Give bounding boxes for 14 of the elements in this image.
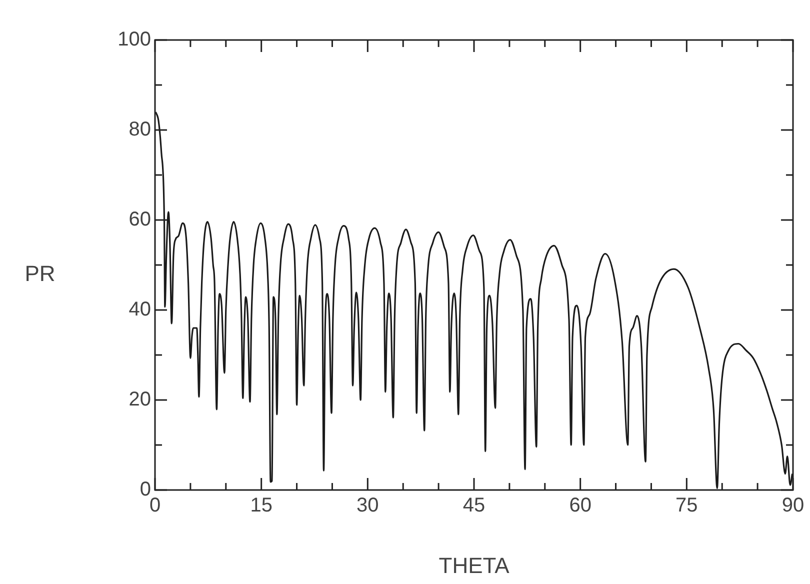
x-tick-label: 90 [782,494,804,517]
x-tick-label: 75 [676,494,698,517]
x-tick-label: 30 [356,494,379,517]
y-tick-label: 60 [128,208,151,231]
x-tick-label: 15 [250,494,272,517]
y-axis-title: PR [24,261,56,286]
y-tick-label: 20 [128,388,151,411]
y-tick-label: 0 [140,478,151,501]
y-tick-label: 80 [128,118,151,141]
x-tick-label: 60 [569,494,592,517]
x-axis-title: THETA [438,552,510,578]
y-tick-label: 40 [128,298,151,321]
x-tick-label: 45 [462,494,486,517]
y-tick-label: 100 [118,28,151,51]
